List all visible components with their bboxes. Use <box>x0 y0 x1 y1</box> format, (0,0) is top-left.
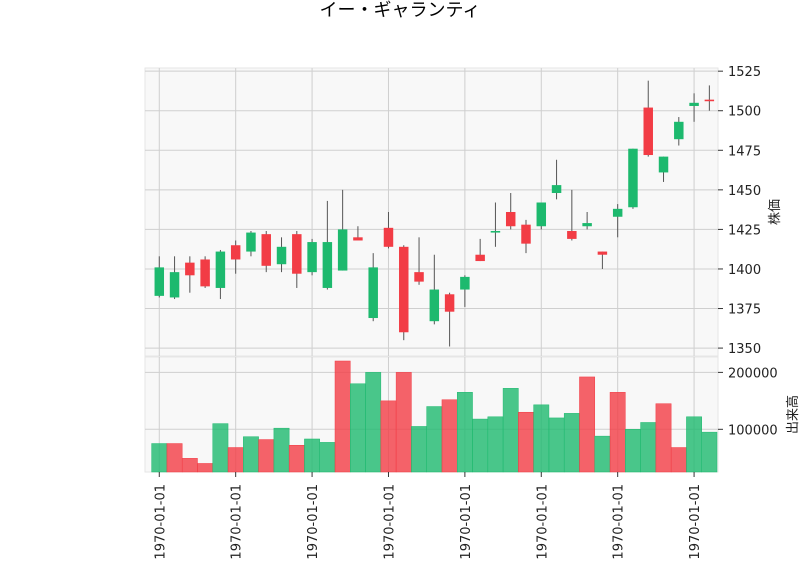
volume-bar <box>350 383 366 473</box>
x-tick-label: 1970-01-01 <box>688 484 703 560</box>
candle-body <box>643 107 653 156</box>
x-tick-label: 1970-01-01 <box>535 484 550 560</box>
candle-body <box>505 212 516 227</box>
candle-body <box>200 259 210 287</box>
volume-panel: 100000 200000 <box>144 356 778 473</box>
volume-bar <box>380 400 397 473</box>
candle-body <box>292 234 302 274</box>
candle-body <box>521 224 531 244</box>
volume-bar <box>319 442 336 473</box>
candle-body <box>307 242 317 273</box>
candle-body <box>383 227 394 247</box>
x-tick-label: 1970-01-01 <box>153 484 168 560</box>
x-axis: 1970-01-01 1970-01-01 1970-01-01 1970-01-01… <box>153 472 703 560</box>
volume-bar <box>395 372 412 473</box>
candle-body <box>582 223 592 227</box>
candle-body <box>322 242 333 288</box>
volume-bar <box>594 435 611 473</box>
candle-body <box>215 251 226 288</box>
volume-bar <box>533 404 550 473</box>
volume-bar <box>655 403 672 473</box>
candle-body <box>353 237 363 241</box>
candle-body <box>169 272 180 298</box>
volume-bar <box>518 411 534 473</box>
volume-bar <box>502 388 519 473</box>
candle-body <box>475 254 485 262</box>
price-tick-label: 1450 <box>728 184 761 199</box>
volume-bar <box>304 438 320 473</box>
candle-body <box>154 267 165 296</box>
candle-body <box>399 246 409 333</box>
volume-bar <box>487 416 504 473</box>
volume-bar <box>258 439 275 473</box>
candle-body <box>185 262 195 276</box>
candle-body <box>628 148 638 208</box>
volume-bar <box>686 416 702 473</box>
volume-bar <box>441 399 458 473</box>
candle-body <box>429 289 440 322</box>
candle-body <box>460 276 470 290</box>
volume-bar <box>640 422 657 473</box>
price-tick-label: 1400 <box>728 263 761 278</box>
x-tick-label: 1970-01-01 <box>306 484 321 560</box>
candle-body <box>674 121 684 140</box>
volume-bar <box>365 372 382 473</box>
candle-body <box>246 232 256 252</box>
volume-bar <box>579 376 596 473</box>
price-tick-label: 1375 <box>728 303 761 318</box>
candle-body <box>597 251 608 255</box>
volume-axis-label: 出来高 <box>785 395 800 434</box>
candle-body <box>490 230 501 233</box>
candle-body <box>337 229 348 271</box>
volume-tick-label: 200000 <box>728 366 778 381</box>
volume-bar <box>411 426 427 473</box>
volume-bar <box>197 463 214 473</box>
volume-tick-label: 100000 <box>728 423 778 438</box>
candle-body <box>368 267 378 319</box>
candle-body <box>414 272 424 282</box>
volume-bar <box>670 447 687 473</box>
x-tick-label: 1970-01-01 <box>612 484 627 560</box>
price-axis-label: 株価 <box>768 199 783 225</box>
volume-bar <box>472 418 489 473</box>
volume-bar <box>609 392 626 473</box>
volume-bar <box>166 443 183 473</box>
volume-bar <box>456 392 473 473</box>
price-tick-label: 1425 <box>728 223 761 238</box>
volume-bar <box>288 444 305 473</box>
price-tick-label: 1475 <box>728 144 761 159</box>
volume-bar <box>273 427 290 473</box>
candle-body <box>658 156 669 173</box>
candle-body <box>276 246 287 265</box>
candle-body <box>230 245 241 260</box>
candle-body <box>444 294 455 312</box>
volume-bar <box>563 413 580 473</box>
volume-bar <box>243 436 259 473</box>
price-tick-label: 1350 <box>728 342 761 357</box>
candle-body <box>261 234 271 266</box>
volume-bar <box>426 406 443 473</box>
chart-title: イー・ギャランティ <box>319 0 481 21</box>
volume-bar <box>181 458 198 473</box>
volume-bar <box>212 423 229 473</box>
price-tick-label: 1500 <box>728 105 761 120</box>
volume-bar <box>701 431 718 473</box>
price-panel: 1350 1375 1400 1425 1450 1475 1500 1525 <box>144 65 761 357</box>
candle-body <box>551 185 562 194</box>
x-tick-label: 1970-01-01 <box>459 484 474 560</box>
volume-bar <box>227 447 244 473</box>
volume-bar <box>548 417 565 473</box>
volume-bar <box>625 429 641 473</box>
candle-body <box>536 202 547 227</box>
candle-body <box>704 99 715 102</box>
x-tick-label: 1970-01-01 <box>230 484 245 560</box>
candle-body <box>689 102 699 106</box>
price-tick-label: 1525 <box>728 65 761 80</box>
x-tick-label: 1970-01-01 <box>382 484 397 560</box>
candle-body <box>612 208 623 217</box>
volume-bar <box>334 360 351 473</box>
candle-body <box>567 230 577 239</box>
volume-bar <box>151 443 168 473</box>
